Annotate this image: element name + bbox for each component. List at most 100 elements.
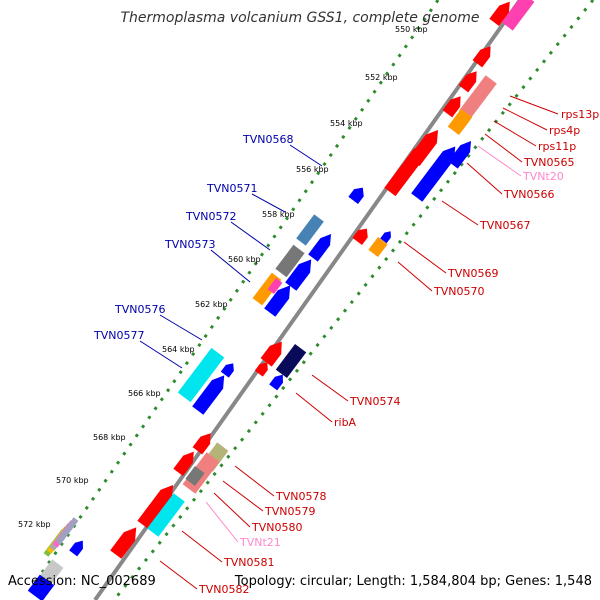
gene-feature	[147, 493, 185, 537]
gene-arrow	[192, 433, 211, 455]
label-leader-line	[159, 560, 198, 590]
gene-label: TVNt21	[239, 536, 281, 549]
gene-feature	[368, 237, 388, 257]
gene-label: TVN0581	[223, 556, 274, 569]
gene-label: rps11p	[538, 140, 576, 153]
gene-block	[459, 75, 497, 119]
gene-arrow	[448, 141, 472, 169]
gene-feature	[137, 485, 174, 530]
gene-feature	[177, 347, 225, 403]
gene-arrow	[173, 451, 194, 476]
gene-label: TVN0579	[264, 505, 315, 518]
gene-arrow	[348, 187, 364, 204]
gene-feature	[458, 71, 477, 93]
gene-arrow	[192, 375, 225, 415]
gene-feature	[269, 374, 283, 391]
label-leader-line	[466, 162, 503, 195]
label-leader-line	[159, 314, 203, 341]
gene-arrow	[408, 130, 439, 167]
kbp-tick-label: 566 kbp	[128, 389, 161, 398]
label-leader-line	[477, 145, 522, 177]
gene-arrow	[380, 231, 391, 244]
label-leader-line	[441, 200, 479, 226]
gene-feature	[173, 451, 194, 476]
gene-label: TVN0582	[198, 583, 249, 596]
label-leader-line	[484, 133, 523, 163]
gene-feature	[69, 540, 83, 557]
label-leader-line	[205, 501, 239, 543]
label-leader-line	[397, 261, 433, 292]
gene-feature	[275, 244, 305, 278]
gene-arrow	[264, 285, 291, 317]
kbp-tick-label: 562 kbp	[195, 300, 228, 309]
gene-arrow	[254, 362, 268, 377]
kbp-tick-label: 552 kbp	[365, 73, 398, 82]
gene-feature	[308, 234, 332, 262]
gene-label: TVN0573	[164, 238, 215, 251]
gene-feature	[267, 278, 283, 294]
gene-arrow	[69, 540, 83, 557]
gene-label: TVN0576	[114, 303, 165, 316]
kbp-tick-label: 568 kbp	[93, 433, 126, 442]
gene-arrow	[137, 485, 174, 530]
gene-arrow	[308, 234, 332, 262]
gene-feature	[220, 363, 234, 378]
gene-arrow	[489, 1, 510, 26]
inner-tick-track	[28, 0, 440, 591]
gene-feature	[447, 109, 473, 135]
gene-label: TVN0568	[242, 133, 293, 146]
gene-feature	[275, 344, 307, 378]
gene-feature	[264, 285, 291, 317]
label-leader-line	[295, 392, 333, 423]
label-leader-line	[181, 530, 223, 563]
map-title: Thermoplasma volcanium GSS1, complete ge…	[120, 10, 480, 26]
gene-feature	[411, 146, 456, 202]
gene-feature	[448, 141, 472, 169]
gene-block	[27, 574, 55, 600]
gene-arrow	[352, 228, 368, 245]
gene-arrow	[260, 341, 282, 367]
kbp-tick-label: 570 kbp	[56, 476, 89, 485]
gene-arrow	[285, 259, 312, 291]
label-leader-line	[139, 340, 183, 369]
kbp-tick-label: 564 kbp	[162, 345, 195, 354]
gene-feature	[110, 527, 137, 559]
kbp-tick-label: 572 kbp	[18, 520, 51, 529]
gene-feature	[192, 375, 225, 415]
gene-block	[501, 0, 535, 31]
label-leader-line	[509, 95, 559, 115]
gene-block	[267, 278, 283, 294]
gene-label: TVN0571	[206, 182, 257, 195]
gene-block	[147, 493, 185, 537]
gene-label: TVN0577	[93, 329, 144, 342]
label-leader-line	[210, 249, 251, 283]
gene-arrow	[220, 363, 234, 378]
kbp-tick-label: 554 kbp	[330, 119, 363, 128]
label-leader-line	[230, 221, 271, 251]
gene-label: TVN0567	[479, 219, 530, 232]
gene-feature	[285, 259, 312, 291]
gene-feature	[489, 1, 510, 26]
gene-feature	[296, 214, 324, 246]
gene-block	[447, 109, 473, 135]
gene-feature	[408, 130, 439, 167]
gene-feature	[501, 0, 535, 31]
label-leader-line	[213, 492, 251, 528]
gene-feature	[459, 75, 497, 119]
outer-tick-track	[112, 0, 595, 600]
gene-arrow	[442, 96, 461, 118]
label-leader-line	[251, 193, 286, 213]
gene-label: TVN0565	[523, 156, 574, 169]
gene-label: TVN0578	[275, 490, 326, 503]
label-leader-line	[289, 144, 323, 167]
gene-label: TVNt20	[522, 170, 564, 183]
gene-label: rps4p	[549, 124, 580, 137]
label-leader-line	[493, 120, 537, 147]
gene-block	[177, 347, 225, 403]
gene-arrow	[472, 46, 491, 68]
gene-feature	[192, 433, 211, 455]
gene-feature	[185, 466, 205, 486]
label-leader-line	[502, 107, 548, 131]
label-leader-line	[403, 241, 447, 274]
gene-block	[185, 466, 205, 486]
